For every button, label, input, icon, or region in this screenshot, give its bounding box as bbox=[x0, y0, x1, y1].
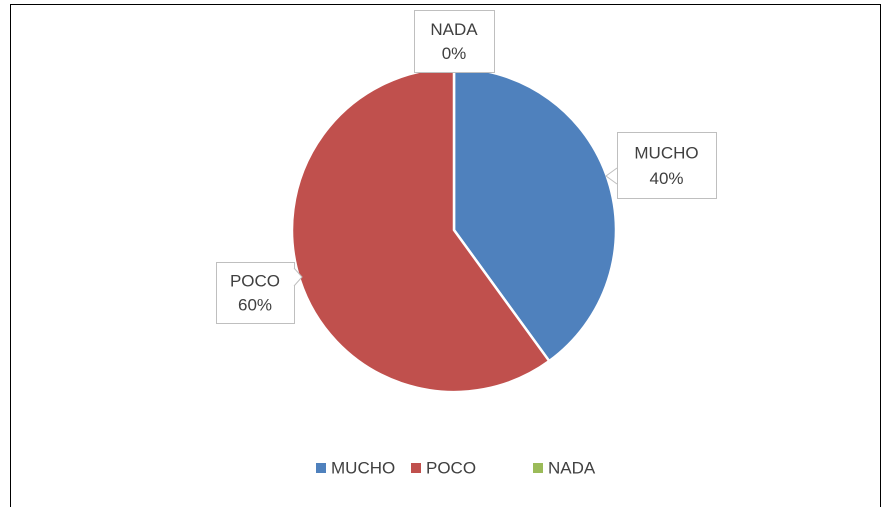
data-label-pointer bbox=[293, 267, 303, 287]
legend-label: MUCHO bbox=[331, 458, 395, 477]
legend-label: NADA bbox=[548, 458, 596, 477]
data-label-value: 0% bbox=[442, 44, 467, 63]
legend-swatch bbox=[533, 463, 543, 473]
legend-swatch bbox=[411, 463, 421, 473]
data-label-value: 60% bbox=[238, 295, 272, 314]
data-label-category: MUCHO bbox=[634, 143, 698, 162]
pie-slice bbox=[452, 66, 618, 363]
data-label-pointer bbox=[605, 167, 618, 185]
legend-swatch bbox=[316, 463, 326, 473]
legend-label: POCO bbox=[426, 458, 476, 477]
data-label-box bbox=[216, 262, 295, 324]
data-label-box bbox=[617, 132, 717, 199]
data-label-category: POCO bbox=[230, 272, 280, 291]
data-label-box bbox=[414, 10, 495, 73]
data-label-value: 40% bbox=[649, 169, 683, 188]
data-label-category: NADA bbox=[430, 20, 478, 39]
